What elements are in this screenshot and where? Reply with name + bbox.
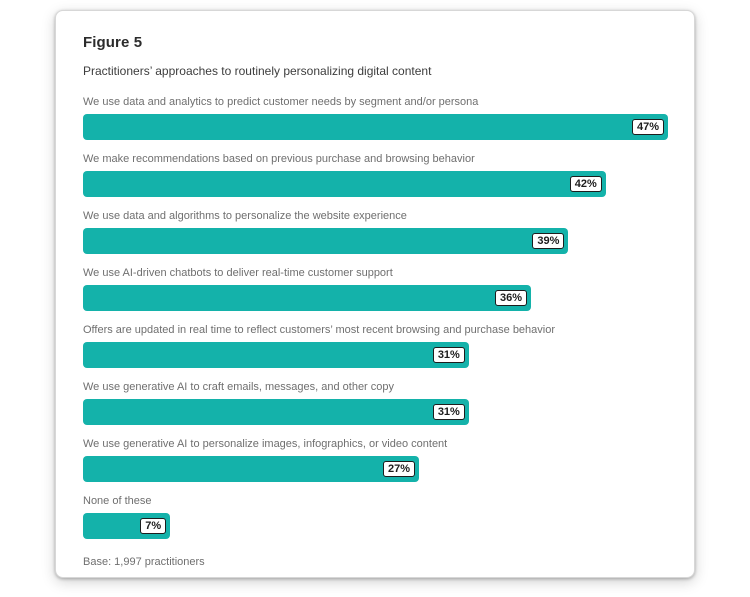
value-pill: 7% (140, 518, 167, 534)
figure-title: Figure 5 (83, 34, 143, 51)
bar: 31% (83, 342, 469, 368)
chart-row: We make recommendations based on previou… (83, 152, 668, 197)
value-pill: 36% (495, 290, 528, 306)
value-pill: 47% (631, 119, 664, 135)
value-pill: 39% (532, 233, 565, 249)
bar-label: We use data and algorithms to personaliz… (83, 210, 407, 222)
value-pill: 31% (432, 347, 465, 363)
bar-track: 47% (83, 114, 668, 140)
chart-row: We use data and analytics to predict cus… (83, 95, 668, 140)
bar-label: Offers are updated in real time to refle… (83, 324, 556, 336)
bar-track: 42% (83, 171, 668, 197)
bar-label: None of these (83, 495, 152, 507)
bar-track: 31% (83, 399, 668, 425)
chart-row: We use AI-driven chatbots to deliver rea… (83, 266, 668, 311)
bar-track: 31% (83, 342, 668, 368)
bar-label: We make recommendations based on previou… (83, 153, 475, 165)
figure-card: Figure 5 Practitioners’ approaches to ro… (55, 10, 695, 578)
chart-row: We use generative AI to craft emails, me… (83, 380, 668, 425)
value-pill: 27% (383, 461, 416, 477)
chart-row: None of these 7% (83, 494, 668, 539)
bar-track: 7% (83, 513, 668, 539)
bar-label: We use generative AI to craft emails, me… (83, 381, 395, 393)
figure-subtitle: Practitioners’ approaches to routinely p… (83, 64, 432, 78)
bar: 39% (83, 228, 569, 254)
bar-track: 39% (83, 228, 668, 254)
chart-row: We use generative AI to personalize imag… (83, 437, 668, 482)
bar: 27% (83, 456, 420, 482)
bar-track: 36% (83, 285, 668, 311)
bar-rows: We use data and analytics to predict cus… (83, 95, 668, 539)
bar-track: 27% (83, 456, 668, 482)
bar: 42% (83, 171, 606, 197)
base-note: Base: 1,997 practitioners (83, 556, 205, 568)
bar: 31% (83, 399, 469, 425)
bar-label: We use data and analytics to predict cus… (83, 96, 479, 108)
chart-row: Offers are updated in real time to refle… (83, 323, 668, 368)
bar-label: We use generative AI to personalize imag… (83, 438, 448, 450)
value-pill: 31% (432, 404, 465, 420)
bar: 36% (83, 285, 532, 311)
bar: 47% (83, 114, 668, 140)
chart-row: We use data and algorithms to personaliz… (83, 209, 668, 254)
value-pill: 42% (569, 176, 602, 192)
bar: 7% (83, 513, 171, 539)
bar-label: We use AI-driven chatbots to deliver rea… (83, 267, 393, 279)
